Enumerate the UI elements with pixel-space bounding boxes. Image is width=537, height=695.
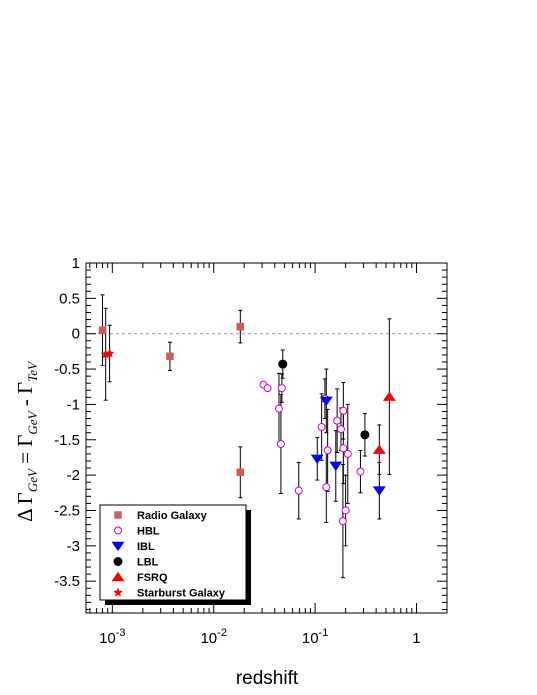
hbl-point: [343, 449, 352, 458]
hbl-point: [339, 444, 348, 453]
legend-marker-radio-galaxy: [114, 511, 122, 519]
y-axis-title-sub1: GeV: [25, 467, 40, 492]
y-tick-label: -3: [67, 538, 80, 555]
radio-galaxy-point: [236, 468, 245, 477]
starburst-galaxy-point: [104, 348, 115, 358]
legend-marker-ibl: [111, 541, 125, 552]
y-tick-label: -1: [67, 396, 80, 413]
legend-box: [99, 504, 247, 601]
y-axis-title-sub2: GeV: [25, 409, 40, 434]
radio-galaxy-point: [236, 322, 245, 331]
legend-label-hbl: HBL: [137, 526, 160, 538]
hbl-point: [322, 483, 331, 492]
ibl-point: [372, 486, 386, 496]
hbl-point: [274, 404, 283, 413]
x-tick-label-exponent: -1: [319, 627, 329, 639]
x-axis-title: redshift: [236, 668, 299, 689]
x-tick-label: 1: [412, 630, 420, 647]
hbl-point: [341, 506, 350, 515]
y-tick-label: 0.5: [59, 290, 80, 307]
y-axis-title: Δ ΓGeV = ΓGeV - ΓTeV: [13, 360, 40, 522]
radio-galaxy-point: [166, 352, 174, 361]
hbl-point: [338, 517, 347, 526]
legend-marker-fsrq: [111, 571, 125, 582]
hbl-point: [277, 384, 286, 393]
legend-label-fsrq: FSRQ: [137, 572, 168, 584]
y-axis-title-mid: = Γ: [13, 435, 37, 469]
hbl-point: [294, 486, 303, 495]
ibl-point: [329, 461, 343, 472]
y-axis-title-sub3: TeV: [25, 360, 40, 382]
legend-label-radio-galaxy: Radio Galaxy: [137, 510, 208, 522]
ibl-point: [310, 454, 324, 464]
x-tick-label-base: 10: [99, 630, 116, 647]
x-tick-label-exponent: -3: [116, 627, 126, 639]
y-tick-label: 0: [72, 326, 80, 343]
hbl-point: [339, 406, 348, 415]
y-tick-label: -3.5: [54, 573, 80, 590]
plot-frame: [85, 262, 448, 614]
y-tick-label: 1: [72, 255, 80, 272]
fsrq-point: [382, 391, 396, 401]
fsrq-point: [372, 444, 386, 454]
hbl-point: [356, 467, 365, 476]
y-axis-title-prefix: Δ Γ: [13, 492, 37, 522]
y-tick-label: -2: [67, 467, 80, 484]
x-tick-label: 10-1: [302, 627, 328, 647]
legend-label-lbl: LBL: [137, 557, 159, 569]
legend-marker-lbl: [113, 557, 123, 566]
x-tick-label: 10-3: [99, 627, 125, 647]
hbl-point: [333, 416, 342, 425]
x-tick-label-base: 10: [302, 630, 319, 647]
x-tick-label-exponent: -2: [217, 627, 227, 639]
hbl-point: [317, 423, 326, 432]
y-tick-label: -2.5: [54, 502, 80, 519]
hbl-point: [336, 425, 345, 434]
legend-marker-starburst-galaxy: [113, 587, 123, 597]
radio-galaxy-point: [98, 326, 107, 334]
y-tick-label: -1.5: [54, 432, 80, 449]
lbl-point: [278, 359, 288, 369]
hbl-point: [276, 440, 285, 449]
hbl-point: [323, 446, 332, 455]
y-tick-label: -0.5: [54, 361, 80, 378]
lbl-point: [360, 430, 370, 440]
legend-marker-hbl: [114, 526, 122, 535]
hbl-point: [263, 384, 272, 393]
x-tick-label: 10-2: [200, 627, 226, 647]
ibl-point: [319, 396, 333, 406]
y-axis-title-mid2: - Γ: [13, 382, 37, 412]
x-tick-label-base: 10: [200, 630, 217, 647]
legend-label-starburst-galaxy: Starburst Galaxy: [137, 588, 226, 600]
legend-label-ibl: IBL: [137, 541, 155, 553]
